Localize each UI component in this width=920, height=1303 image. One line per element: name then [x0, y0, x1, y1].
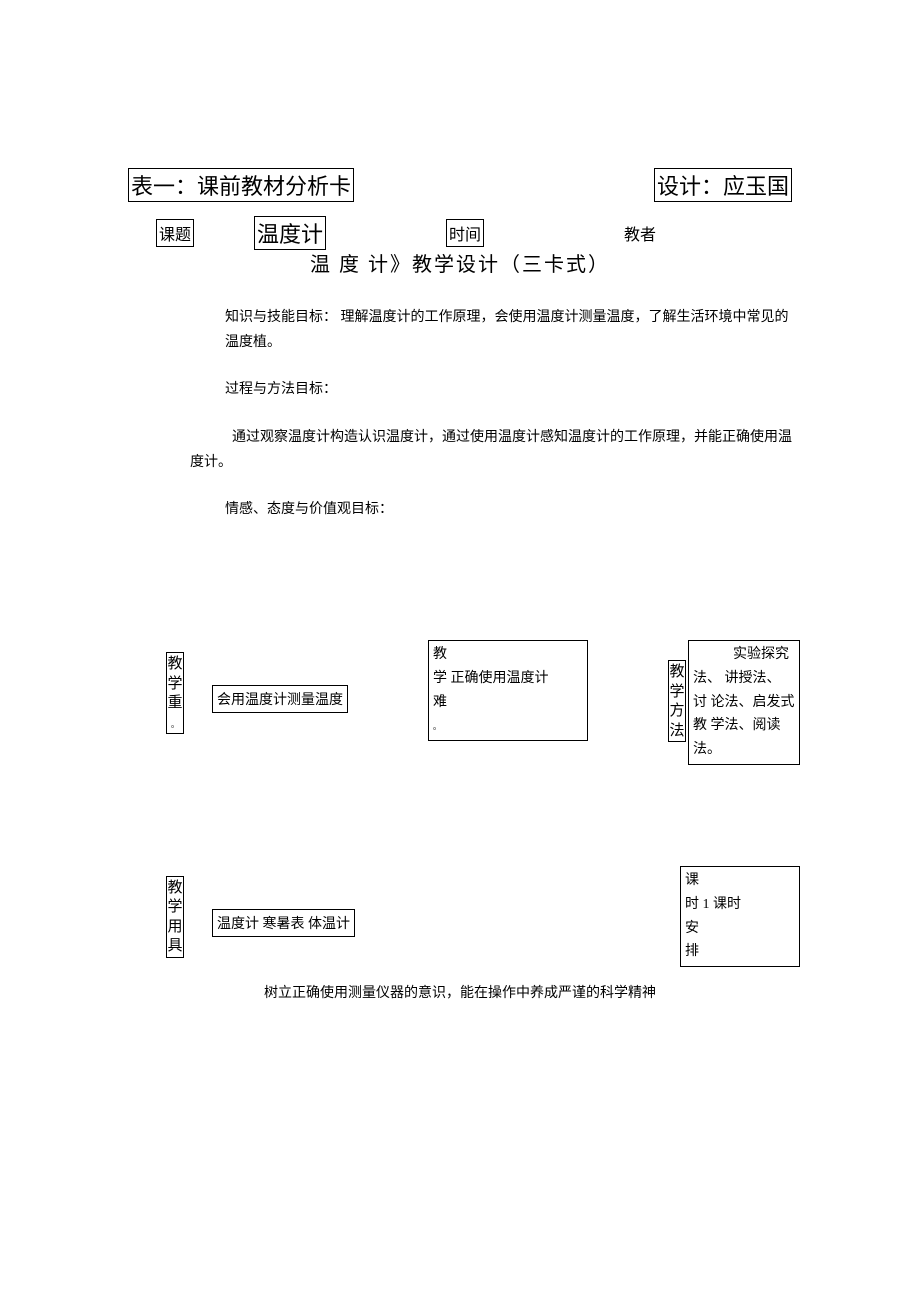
teaching-tools-label: 教学用具: [166, 876, 184, 958]
hours-line4: 排: [685, 944, 699, 959]
teaching-difficulty-group: 教 学 正确使用温度计 难 。: [428, 640, 588, 741]
para3-text: 通过观察温度计构造认识温度计，通过使用温度计感知温度计的工作原理，并能正确使用温…: [190, 430, 792, 470]
teaching-tools-content: 温度计 寒暑表 体温计: [212, 909, 355, 937]
class-hours-group: 课 时 1 课时 安 排: [680, 866, 800, 967]
difficulty-line3: 难: [433, 695, 447, 710]
teaching-method-label: 教学方法: [668, 660, 686, 742]
document-title: 温 度 计》教学设计（三卡式）: [0, 248, 920, 277]
process-method-objective-content: 通过观察温度计构造认识温度计，通过使用温度计感知温度计的工作原理，并能正确使用温…: [190, 425, 792, 475]
teaching-focus-content: 会用温度计测量温度: [212, 685, 348, 713]
table-title: 表一：课前教材分析卡: [128, 168, 354, 202]
method-line2: 讨 论法、启发式: [693, 695, 795, 710]
tools-label-text: 教学用具: [167, 880, 182, 955]
process-method-objective-label: 过程与方法目标：: [225, 377, 792, 402]
method-pre: 实验探究: [733, 647, 789, 662]
teaching-details-row: 教学重。 会用温度计测量温度 教 学 正确使用温度计 难 。 教学方法 实验探究…: [166, 640, 800, 765]
dot-decoration: 。: [433, 722, 441, 731]
hours-line3: 安: [685, 921, 699, 936]
knowledge-skill-objective: 知识与技能目标： 理解温度计的工作原理，会使用温度计测量温度，了解生活环境中常见…: [225, 305, 792, 355]
method-label-text: 教学方法: [669, 664, 684, 739]
meta-row: 课题 温度计 时间 教者: [156, 216, 792, 250]
hours-line2: 时 1 课时: [685, 897, 741, 912]
footer-text: 树立正确使用测量仪器的意识，能在操作中养成严谨的科学精神: [0, 982, 920, 1002]
time-label: 时间: [446, 219, 484, 247]
hours-line1: 课: [685, 873, 699, 888]
header-row: 表一：课前教材分析卡 设计：应玉国: [128, 168, 792, 202]
focus-label-text: 教学重: [167, 656, 182, 711]
method-line1: 法、 讲授法、: [693, 671, 781, 686]
teaching-method-group: 教学方法 实验探究 法、 讲授法、 讨 论法、启发式 教 学法、阅读法。: [668, 640, 800, 765]
method-line3: 教 学法、阅读法。: [693, 718, 781, 757]
teaching-focus-label: 教学重。: [166, 652, 184, 734]
emotion-attitude-objective-label: 情感、态度与价值观目标：: [225, 497, 792, 522]
teaching-tools-row: 教学用具 温度计 寒暑表 体温计 课 时 1 课时 安 排: [166, 866, 800, 967]
teaching-method-content: 实验探究 法、 讲授法、 讨 论法、启发式 教 学法、阅读法。: [688, 640, 800, 765]
difficulty-line2: 学 正确使用温度计: [433, 671, 549, 686]
objectives-section: 知识与技能目标： 理解温度计的工作原理，会使用温度计测量温度，了解生活环境中常见…: [190, 305, 792, 522]
dot-decoration: 。: [171, 720, 179, 729]
designer: 设计：应玉国: [654, 168, 792, 202]
class-hours-box: 课 时 1 课时 安 排: [680, 866, 800, 967]
topic-label: 课题: [156, 219, 194, 247]
teaching-tools-group: 教学用具 温度计 寒暑表 体温计: [166, 876, 355, 958]
teacher-label: 教者: [624, 221, 656, 245]
topic-value: 温度计: [254, 216, 326, 250]
teaching-difficulty-box: 教 学 正确使用温度计 难 。: [428, 640, 588, 741]
teaching-focus-group: 教学重。 会用温度计测量温度: [166, 640, 348, 734]
difficulty-line1: 教: [433, 647, 447, 662]
